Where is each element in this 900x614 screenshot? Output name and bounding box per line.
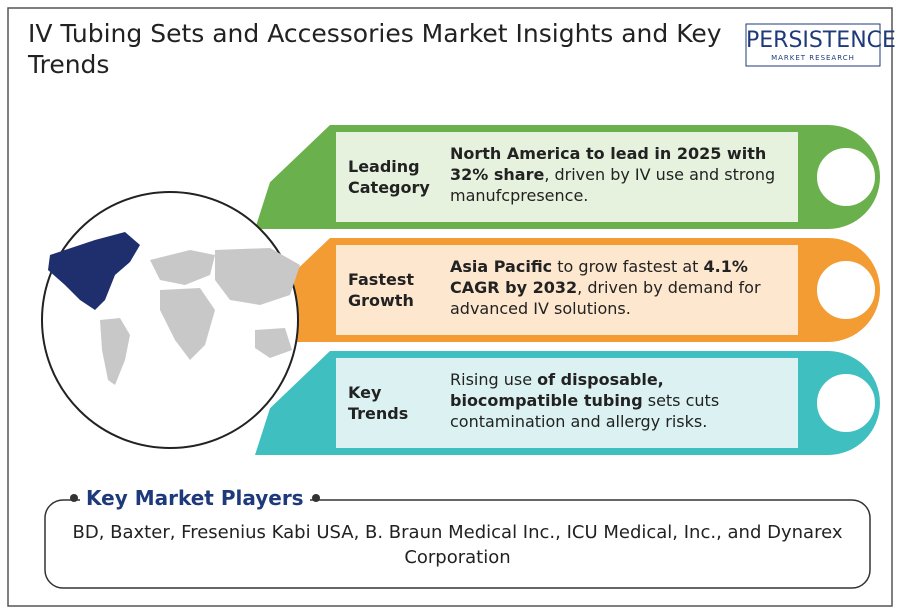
text-segment: 4.1% CAGR by 2032 — [450, 257, 748, 297]
south-america — [100, 318, 130, 385]
card-panel — [336, 358, 798, 448]
text-segment: , driven by demand for advanced IV solut… — [450, 278, 761, 318]
title: IV Tubing Sets and Accessories Market In… — [28, 19, 722, 79]
players-text: BD, Baxter, Fresenius Kabi USA, B. Braun… — [72, 522, 843, 568]
card-label: Key Trends — [348, 383, 409, 423]
card-panel — [336, 245, 798, 335]
asia — [215, 248, 300, 305]
card-text: North America to lead in 2025 with 32% s… — [450, 143, 795, 206]
text-segment: , driven by IV use and strong manufcpres… — [450, 165, 776, 205]
text-segment: to grow fastest at — [552, 257, 704, 276]
logo-name: PERSISTENCE — [746, 28, 896, 53]
card-ring — [815, 146, 877, 208]
players-box — [44, 499, 871, 589]
dot — [70, 494, 78, 502]
card-ring — [815, 372, 877, 434]
card-text: Asia Pacific to grow fastest at 4.1% CAG… — [450, 256, 795, 319]
card-ring — [815, 259, 877, 321]
dot — [312, 494, 320, 502]
world-map — [48, 232, 300, 385]
text-segment: Asia Pacific — [450, 257, 553, 276]
text-segment: sets cuts contamination and allergy risk… — [450, 391, 720, 431]
north-america — [48, 232, 140, 310]
card-label: Leading Category — [348, 157, 430, 197]
players-title: Key Market Players — [80, 486, 310, 510]
text-segment: of disposable, biocompatible tubing — [450, 370, 664, 410]
africa — [160, 288, 215, 360]
card-text: Rising use of disposable, biocompatible … — [450, 369, 795, 432]
logo-box — [745, 23, 881, 67]
card-label: Fastest Growth — [348, 270, 414, 310]
europe — [150, 250, 215, 285]
card-panel — [336, 132, 798, 222]
text-segment: Rising use — [450, 370, 538, 389]
text-segment: North America to lead in 2025 with 32% s… — [450, 144, 767, 184]
logo-tagline: MARKET RESEARCH — [771, 54, 855, 62]
australia — [255, 328, 292, 358]
frame — [7, 7, 893, 607]
